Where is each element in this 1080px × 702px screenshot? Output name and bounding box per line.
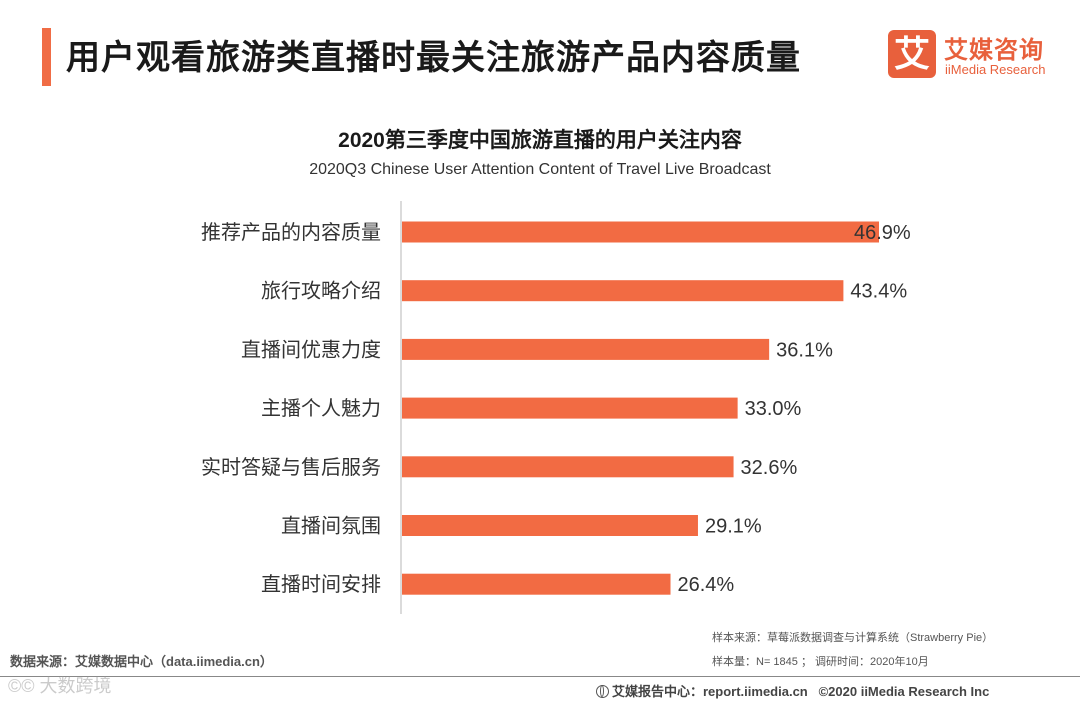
category-label: 推荐产品的内容质量 <box>201 220 381 244</box>
value-label: 46.9% <box>854 222 911 244</box>
logo-text-cn: 艾媒咨询 <box>944 37 1044 64</box>
bar <box>402 456 734 478</box>
page-title: 用户观看旅游类直播时最关注旅游产品内容质量 <box>66 39 801 77</box>
bar <box>402 397 738 419</box>
footer-credits: 艾媒报告中心：report.iimedia.cn ©2020 iiMedia R… <box>596 681 989 700</box>
report-center-link[interactable]: 艾媒报告中心：report.iimedia.cn <box>612 684 808 699</box>
watermark: ©© 大数跨境 <box>8 676 112 696</box>
bar <box>402 515 698 536</box>
bar <box>402 221 879 243</box>
value-label: 26.4% <box>678 574 735 596</box>
category-label: 直播时间安排 <box>261 572 381 596</box>
sample-source-note: 样本来源：草莓派数据调查与计算系统（Strawberry Pie） <box>712 632 994 644</box>
category-label: 旅行攻略介绍 <box>261 279 381 303</box>
category-label: 直播间优惠力度 <box>241 337 381 361</box>
category-label: 实时答疑与售后服务 <box>201 455 381 479</box>
data-source-note: 数据来源：艾媒数据中心（data.iimedia.cn） <box>10 654 273 669</box>
logo-text-en: iiMedia Research <box>945 62 1046 77</box>
category-label: 主播个人魅力 <box>261 396 381 420</box>
bar <box>402 338 770 360</box>
bar <box>402 280 844 302</box>
category-label: 直播间氛围 <box>281 514 381 538</box>
copyright-text: ©2020 iiMedia Research Inc <box>818 684 990 699</box>
value-label: 29.1% <box>705 516 762 538</box>
title-accent-bar <box>42 28 51 86</box>
bar <box>402 573 671 595</box>
value-label: 43.4% <box>850 281 907 303</box>
chart-title: 2020第三季度中国旅游直播的用户关注内容 <box>338 129 742 152</box>
globe-icon <box>596 685 609 698</box>
footer-divider <box>0 676 1080 677</box>
value-label: 32.6% <box>741 457 798 479</box>
value-label: 36.1% <box>776 339 833 361</box>
chart-subtitle: 2020Q3 Chinese User Attention Content of… <box>309 161 771 178</box>
sample-size-note: 样本量：N= 1845 ； 调研时间：2020年10月 <box>712 656 929 668</box>
logo-mark-icon: 艾 <box>888 30 936 78</box>
value-label: 33.0% <box>745 398 802 420</box>
